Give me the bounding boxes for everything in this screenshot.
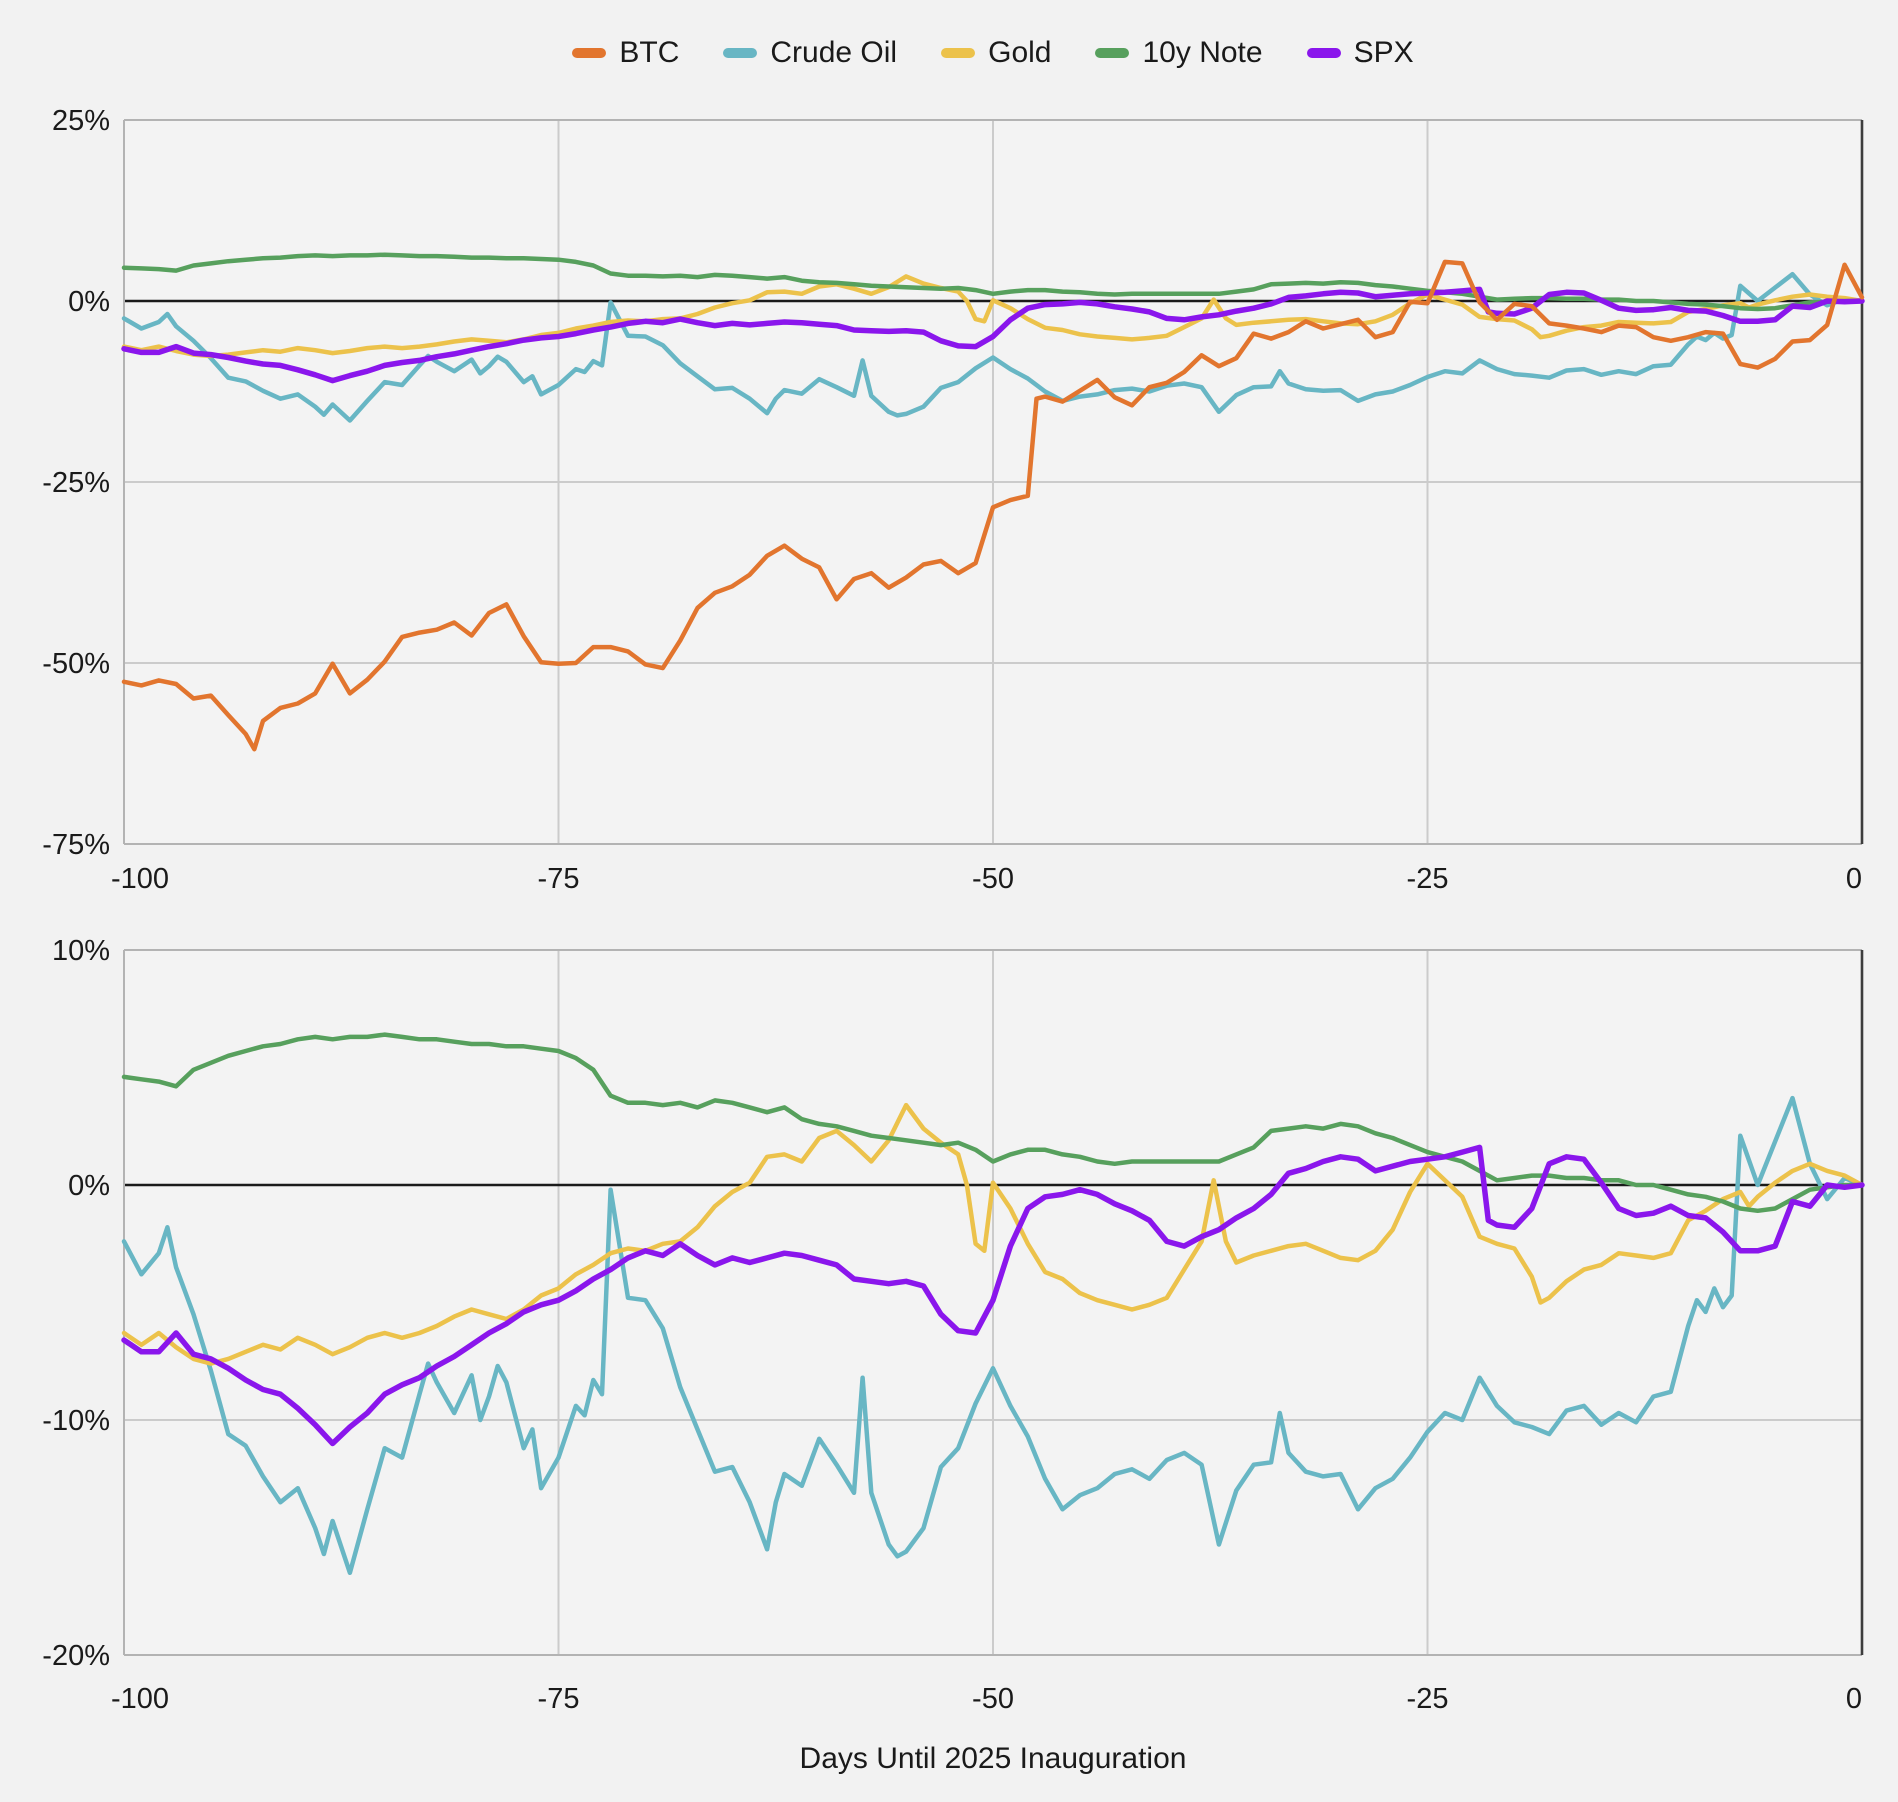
x-axis-title: Days Until 2025 Inauguration — [799, 1742, 1187, 1775]
y-tick-label-chart1: 25% — [52, 105, 110, 137]
series-line-btc[interactable] — [121, 259, 1865, 752]
legend-item-10y-note[interactable]: 10y Note — [1095, 36, 1263, 70]
x-tick-label-chart1: -50 — [972, 863, 1014, 895]
legend-label: 10y Note — [1142, 36, 1263, 69]
x-tick-label-chart1: -25 — [1407, 863, 1449, 895]
x-tick-label-chart2: -100 — [111, 1683, 169, 1715]
y-tick-label-chart2: 10% — [52, 935, 110, 967]
legend-item-gold[interactable]: Gold — [941, 36, 1051, 70]
legend: BTC Crude Oil Gold 10y Note SPX — [124, 36, 1862, 70]
legend-label: BTC — [619, 36, 680, 69]
y-tick-label-chart1: -25% — [42, 467, 110, 499]
legend-swatch-icon — [572, 48, 607, 58]
series-line-10y-note[interactable] — [121, 1032, 1865, 1214]
legend-label: SPX — [1353, 36, 1414, 69]
x-tick-label-chart1: -75 — [538, 863, 580, 895]
legend-swatch-icon — [1306, 48, 1341, 58]
legend-swatch-icon — [941, 48, 976, 58]
x-tick-label-chart2: -25 — [1407, 1683, 1449, 1715]
y-tick-label-chart2: -20% — [42, 1640, 110, 1672]
y-tick-label-chart1: 0% — [68, 286, 110, 318]
series-line-spx[interactable] — [121, 286, 1865, 384]
series-line-gold[interactable] — [121, 1102, 1865, 1366]
legend-label: Gold — [988, 36, 1052, 69]
legend-item-spx[interactable]: SPX — [1306, 36, 1414, 70]
x-tick-label-chart1: 0 — [1846, 863, 1862, 895]
x-tick-label-chart1: -100 — [111, 863, 169, 895]
y-tick-label-chart2: 0% — [68, 1170, 110, 1202]
legend-item-btc[interactable]: BTC — [572, 36, 679, 70]
series-line-spx[interactable] — [121, 1144, 1865, 1447]
y-tick-label-chart2: -10% — [42, 1405, 110, 1437]
legend-swatch-icon — [1095, 48, 1130, 58]
series-line-10y-note[interactable] — [121, 252, 1865, 312]
legend-swatch-icon — [723, 48, 758, 58]
x-tick-label-chart2: -50 — [972, 1683, 1014, 1715]
legend-item-crude-oil[interactable]: Crude Oil — [723, 36, 897, 70]
x-tick-label-chart2: -75 — [538, 1683, 580, 1715]
series-line-crude-oil[interactable] — [121, 1095, 1865, 1576]
series-line-crude-oil[interactable] — [121, 271, 1865, 423]
legend-label: Crude Oil — [770, 36, 898, 69]
y-tick-label-chart1: -50% — [42, 648, 110, 680]
x-tick-label-chart2: 0 — [1846, 1683, 1862, 1715]
y-tick-label-chart1: -75% — [42, 829, 110, 861]
